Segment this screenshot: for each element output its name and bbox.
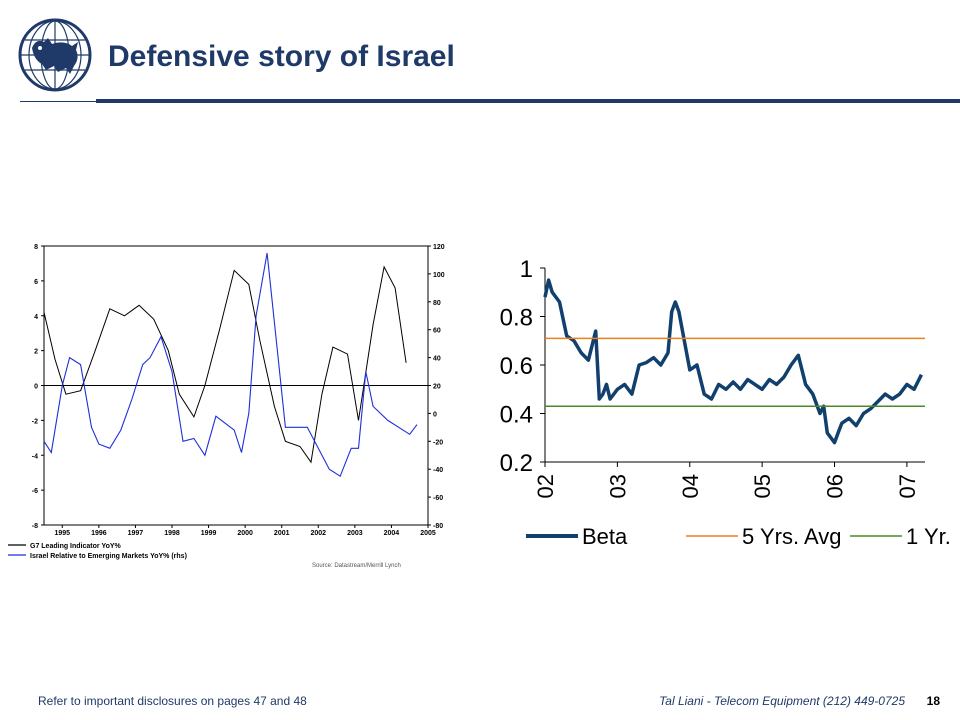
legend-label: 5 Yrs. Avg [742,524,841,549]
x-axis-tick-label: 2001 [274,530,290,537]
right-axis-tick-label: -20 [433,439,443,446]
x-axis-tick-label: 2004 [384,530,400,537]
right-axis-tick-label: 120 [433,244,445,251]
left-axis-tick-label: 8 [34,244,38,251]
source-note: Source: Datastream/Merrill Lynch [312,563,401,569]
header-rule [96,99,960,103]
slide-title: Defensive story of Israel [108,40,455,73]
left-axis-tick-label: -6 [32,488,38,495]
right-axis-tick-label: 80 [433,300,441,307]
left-axis-tick-label: -4 [32,453,38,460]
g7-vs-israel-chart: 8 6 4 2 0 -2 -4 -6 -8 120 100 80 60 40 20 0 -20 -40 -60 -80… [0,238,460,573]
right-axis-tick-label: -60 [433,495,443,502]
y-axis-tick-label: 0.2 [500,450,533,477]
right-axis-tick-label: 40 [433,356,441,363]
right-axis-tick-label: 100 [433,272,445,279]
x-axis-tick-label: 2005 [420,530,436,537]
header-rule-thin [20,101,96,102]
x-axis-tick-label: 2002 [310,530,326,537]
x-axis-tick-label: 1998 [164,530,180,537]
x-axis-tick-label: 07 [895,474,920,498]
analyst-contact: Tal Liani - Telecom Equipment (212) 449-… [659,694,905,708]
bull-globe-icon [18,18,92,92]
y-axis-tick-label: 1 [520,256,533,283]
right-axis-tick-label: 0 [433,411,437,418]
left-axis-tick-label: 6 [34,279,38,286]
israel-relative-line [43,252,418,478]
x-axis-tick-label: 04 [678,474,703,498]
right-axis-tick-label: 60 [433,328,441,335]
g7-leading-indicator-line [43,265,407,464]
beta-line [543,278,923,445]
left-axis-tick-label: 0 [34,384,38,391]
left-axis-tick-label: 2 [34,349,38,356]
x-axis-tick-label: 1999 [201,530,217,537]
legend-label: Israel Relative to Emerging Markets YoY%… [30,553,187,560]
y-axis-tick-label: 0.6 [500,353,533,380]
legend-label: 1 Yr. Avg [906,524,953,549]
left-axis-tick-label: -2 [32,418,38,425]
y-axis-tick-label: 0.4 [500,402,533,429]
right-axis-tick-label: -40 [433,467,443,474]
legend-label: Beta [582,524,628,549]
x-axis-tick-label: 06 [823,474,848,498]
g7-vs-israel-chart-svg: 86420-2-4-6-8120100806040200-20-40-60-80… [8,244,445,569]
x-axis-tick-label: 1996 [91,530,107,537]
x-axis-tick-label: 02 [533,474,558,498]
x-axis-tick-label: 2003 [347,530,363,537]
x-axis-tick-label: 1995 [54,530,70,537]
x-axis-tick-label: 05 [750,474,775,498]
left-axis-tick-label: -8 [32,523,38,530]
page-number: 18 [926,694,940,708]
beta-chart: 1 0.8 0.6 0.4 0.2 02 03 04 05 06 07 Beta 5 Yrs. Avg 1… [478,240,960,555]
merrill-lynch-logo [18,18,92,92]
right-axis-tick-label: -80 [433,523,443,530]
disclosure-note: Refer to important disclosures on pages … [38,694,307,708]
left-axis-tick-label: 4 [34,314,38,321]
x-axis-tick-label: 1997 [128,530,144,537]
y-axis-tick-label: 0.8 [500,305,533,332]
x-axis-tick-label: 03 [605,474,630,498]
legend-label: G7 Leading Indicator YoY% [30,543,122,550]
beta-chart-svg: 1 0.8 0.6 0.4 0.202 03 04 05 06 07 Beta 5 Yrs. Avg 1… [500,256,960,549]
x-axis-tick-label: 2000 [237,530,253,537]
right-axis-tick-label: 20 [433,384,441,391]
